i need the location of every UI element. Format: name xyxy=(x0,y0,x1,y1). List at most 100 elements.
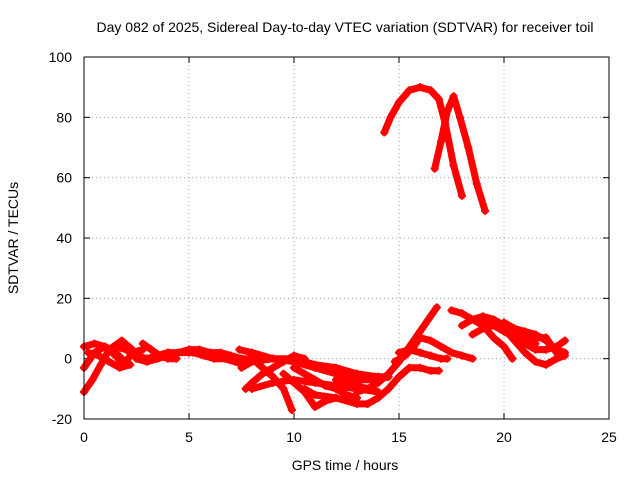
data-point xyxy=(290,351,298,360)
data-point xyxy=(405,363,414,372)
data-point xyxy=(248,354,256,363)
data-point xyxy=(380,128,389,137)
y-tick-labels: -20 0 20 40 60 80 100 xyxy=(49,49,73,427)
data-point xyxy=(111,351,120,360)
data-point xyxy=(342,378,351,387)
data-point xyxy=(363,384,372,393)
plot-frame xyxy=(83,56,610,420)
series-track-14 xyxy=(248,354,296,414)
data-point xyxy=(258,363,267,372)
data-point xyxy=(464,143,473,152)
data-point xyxy=(560,336,569,345)
data-point xyxy=(353,399,361,408)
y-tick-label: 80 xyxy=(56,109,72,125)
data-point xyxy=(426,336,435,345)
data-point xyxy=(237,363,246,372)
x-tick-label: 10 xyxy=(286,429,302,445)
series-line xyxy=(380,83,466,200)
data-point xyxy=(164,348,172,357)
data-point xyxy=(468,354,477,363)
data-point xyxy=(458,191,466,200)
data-point xyxy=(311,390,319,399)
data-point xyxy=(96,360,105,369)
data-point xyxy=(321,381,330,390)
data-point xyxy=(300,384,309,393)
data-point xyxy=(468,315,477,324)
data-point xyxy=(510,324,519,333)
data-point xyxy=(384,384,393,393)
data-point xyxy=(416,348,424,357)
data-point xyxy=(405,86,414,95)
data-point xyxy=(458,309,466,318)
data-point xyxy=(189,348,198,357)
data-point xyxy=(153,351,162,360)
data-point xyxy=(426,366,435,375)
data-point xyxy=(395,372,403,381)
data-point xyxy=(132,354,141,363)
x-tick-label: 5 xyxy=(185,429,193,445)
data-point xyxy=(94,351,103,360)
data-point xyxy=(374,378,382,387)
data-point xyxy=(479,324,487,333)
grid-lines xyxy=(84,57,609,419)
data-point xyxy=(88,375,97,384)
series-track-21 xyxy=(363,363,443,408)
data-point xyxy=(455,113,464,122)
data-point xyxy=(386,113,395,122)
y-tick-label: 40 xyxy=(56,230,72,246)
data-point xyxy=(290,378,298,387)
data-point xyxy=(237,354,246,363)
data-point xyxy=(447,348,456,357)
data-point xyxy=(384,369,393,378)
data-point xyxy=(434,366,443,375)
y-tick-label: 60 xyxy=(56,170,72,186)
data-point xyxy=(395,348,403,357)
data-point xyxy=(416,83,424,92)
data-point xyxy=(447,306,456,315)
data-point xyxy=(521,330,529,339)
data-point xyxy=(468,330,477,339)
data-point xyxy=(126,360,135,369)
data-point xyxy=(426,312,435,321)
data-point xyxy=(500,342,508,351)
data-point xyxy=(363,399,372,408)
data-point xyxy=(458,351,466,360)
data-point xyxy=(426,86,435,95)
data-point xyxy=(443,354,452,363)
data-point xyxy=(300,369,309,378)
data-point xyxy=(548,342,557,351)
data-point xyxy=(437,342,445,351)
data-point xyxy=(531,345,540,354)
series-line xyxy=(431,92,489,215)
data-point xyxy=(531,333,540,342)
data-point xyxy=(449,161,458,170)
data-point xyxy=(111,342,120,351)
series-track-27 xyxy=(479,315,569,369)
data-point xyxy=(115,363,124,372)
series-track-31 xyxy=(430,92,490,215)
y-tick-label: 0 xyxy=(64,351,72,367)
data-point xyxy=(481,206,490,215)
data-point xyxy=(405,345,414,354)
x-tick-label: 0 xyxy=(80,429,88,445)
data-point xyxy=(508,354,517,363)
y-tick-label: -20 xyxy=(52,411,72,427)
data-point xyxy=(122,345,130,354)
x-axis-label: GPS time / hours xyxy=(292,457,399,473)
series-track-04 xyxy=(84,348,135,372)
axis-ticks xyxy=(83,56,610,420)
data-point xyxy=(227,351,235,360)
chart-title: Day 082 of 2025, Sidereal Day-to-day VTE… xyxy=(97,19,594,35)
data-point xyxy=(353,387,361,396)
data-point xyxy=(105,357,114,366)
series-track-23 xyxy=(395,345,452,363)
data-point xyxy=(489,318,498,327)
data-point xyxy=(443,107,452,116)
data-point xyxy=(542,360,550,369)
y-tick-label: 100 xyxy=(49,49,73,65)
data-point xyxy=(437,137,445,146)
data-point xyxy=(279,384,288,393)
data-point xyxy=(489,333,498,342)
data-point xyxy=(206,348,214,357)
